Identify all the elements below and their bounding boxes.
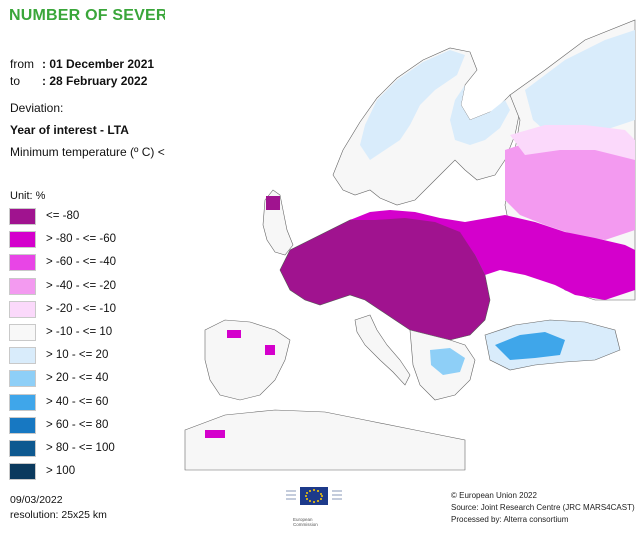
finland-blue [450, 85, 510, 145]
data-source: Source: Joint Research Centre (JRC MARS4… [451, 503, 635, 512]
legend-swatch [9, 370, 36, 388]
legend-label: > 80 - <= 100 [46, 441, 115, 454]
resolution-label: resolution: 25x25 km [10, 509, 107, 521]
legend-swatch [9, 231, 36, 249]
legend-label: > -80 - <= -60 [46, 233, 116, 246]
legend-label: > 10 - <= 20 [46, 349, 109, 362]
legend-label: > -10 - <= 10 [46, 325, 113, 338]
legend-label: > 20 - <= 40 [46, 372, 109, 385]
legend-swatch [9, 416, 36, 434]
legend-swatch [9, 463, 36, 481]
legend-swatch [9, 393, 36, 411]
legend-label: > 40 - <= 60 [46, 395, 109, 408]
legend-swatch [9, 254, 36, 272]
central-europe-magenta [350, 210, 635, 300]
eu-commission-logo [286, 487, 342, 505]
spain-cold-1 [227, 330, 241, 338]
period-to: to : 28 February 2022 [10, 74, 147, 88]
legend-swatch [9, 300, 36, 318]
scandinavia-land [332, 47, 521, 206]
period-from: from : 01 December 2021 [10, 57, 154, 71]
legend-label: > 60 - <= 80 [46, 418, 109, 431]
east-light-pink [510, 125, 635, 160]
deviation-label: Deviation: [10, 101, 64, 115]
legend-swatch [9, 208, 36, 225]
legend-swatch [9, 277, 36, 295]
europe-map [165, 0, 640, 480]
africa-cold [205, 430, 225, 438]
italy-land [354, 314, 411, 386]
legend-swatch [9, 439, 36, 457]
turkey-blue [495, 332, 565, 360]
legend-swatch [9, 347, 36, 365]
legend-label: <= -80 [46, 210, 80, 222]
east-pink [505, 140, 635, 240]
legend-unit: Unit: % [10, 190, 46, 202]
legend-label: > -60 - <= -40 [46, 256, 116, 269]
issue-date: 09/03/2022 [10, 494, 63, 506]
legend-swatch [9, 323, 36, 341]
logo-caption: European Commission [293, 517, 318, 527]
russia-blue [525, 30, 635, 140]
from-value: : 01 December 2021 [42, 57, 155, 71]
spain-cold-2 [265, 345, 275, 355]
copyright: © European Union 2022 [451, 491, 537, 500]
scandinavia-blue [360, 50, 465, 160]
north-africa-land [184, 409, 466, 471]
commission-building [286, 490, 342, 500]
legend-label: > -40 - <= -20 [46, 279, 116, 292]
processed-by: Processed by: Alterra consortium [451, 515, 569, 524]
eu-stars [305, 489, 323, 503]
to-label: to [10, 74, 21, 88]
to-value: : 28 February 2022 [42, 74, 148, 88]
eu-flag [300, 487, 328, 505]
parameter-label: Minimum temperature (º C) <= -8 [10, 145, 186, 159]
year-of-interest: Year of interest - LTA [10, 123, 129, 137]
scotland-cold [266, 196, 280, 210]
legend-label: > 100 [46, 465, 76, 478]
iberia-land [204, 319, 291, 401]
greece-blue [430, 348, 465, 375]
from-label: from [10, 57, 34, 71]
legend-label: > -20 - <= -10 [46, 302, 116, 315]
